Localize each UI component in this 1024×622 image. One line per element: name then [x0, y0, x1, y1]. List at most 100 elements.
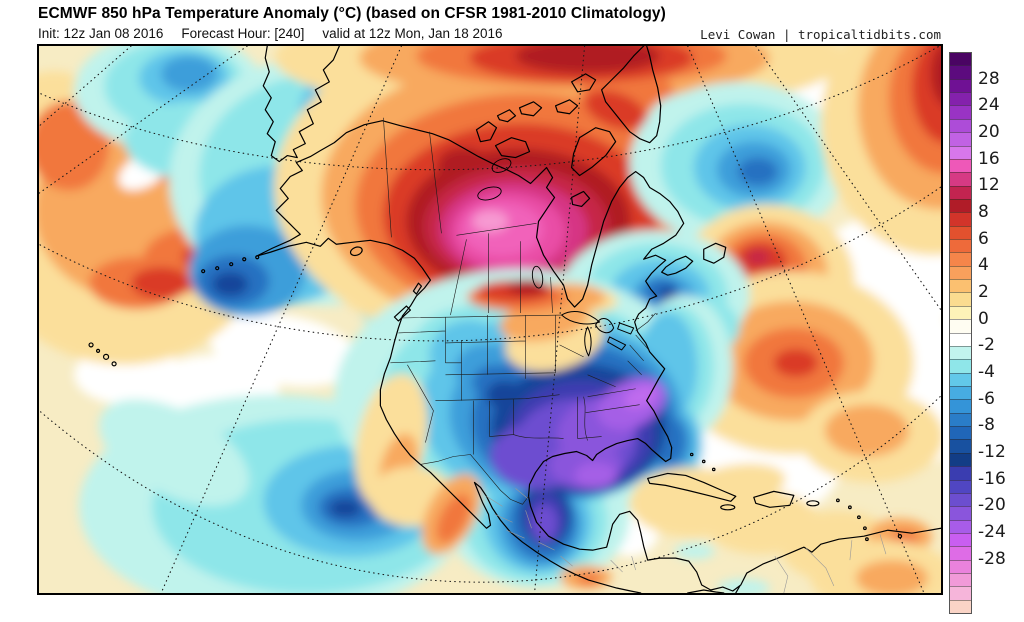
colorbar-tick: 2: [978, 282, 989, 302]
colorbar-tick: -16: [978, 468, 1006, 489]
cold-anomaly-north-atlantic: [629, 81, 846, 246]
coastline-nova-scotia: [661, 255, 694, 276]
colorbar-ticks: 28 24 20 16 12 8 6 4 2 0 -2 -4 -6 -8 -12 -16 -20 -24 -28: [978, 52, 1022, 612]
coastline-kodiak: [349, 246, 363, 257]
colorbar-tick: -24: [978, 522, 1006, 542]
init-time-label: Init: 12z Jan 08 2016: [38, 26, 164, 41]
colorbar-segment: [950, 519, 971, 533]
colorbar-segment: [950, 65, 971, 79]
graticule: [39, 46, 941, 593]
colorbar-segment: [950, 506, 971, 520]
colorbar-tick: 6: [978, 228, 989, 249]
colorbar-tick: -6: [978, 388, 995, 409]
coastline-hispaniola: [753, 490, 795, 508]
coastline-chukotka: [262, 46, 340, 163]
coastline-aleutians: [201, 255, 260, 274]
colorbar-tick: 28: [978, 68, 1000, 89]
colorbar-segment: [950, 586, 971, 600]
warm-anomaly-northeast-edge: [820, 46, 941, 256]
colorbar-segment: [950, 252, 971, 266]
colorbar-tick: -28: [978, 548, 1006, 569]
colorbar-segment: [950, 185, 971, 199]
anomaly-shading: [39, 46, 941, 593]
border-us-canada: [400, 312, 656, 332]
coastline-newfoundland: [703, 242, 727, 264]
page-title: ECMWF 850 hPa Temperature Anomaly (°C) (…: [38, 5, 666, 22]
colorbar-tick: -4: [978, 362, 995, 382]
colorbar-segment: [950, 78, 971, 93]
borders-mexico-south-america: [486, 488, 887, 593]
colorbar-segment: [950, 439, 971, 453]
colorbar-segment: [950, 292, 971, 306]
coastline-parry-islands: [496, 101, 543, 123]
colorbar-segment: [950, 372, 971, 386]
map-canvas: [39, 46, 941, 593]
colorbar-segment: [950, 105, 971, 119]
colorbar-tick: 24: [978, 95, 1000, 116]
coastline-haida-gwaii: [412, 282, 423, 295]
colorbar-segment: [950, 198, 971, 213]
colorbar-segment: [950, 492, 971, 507]
colorbar-segment: [950, 532, 971, 547]
coastline-north-america: [255, 120, 941, 593]
colorbar-segment: [950, 359, 971, 373]
warm-anomaly-california-baja: [355, 373, 482, 555]
colorbar-tick: 4: [978, 255, 989, 276]
forecast-hour-label: Forecast Hour: [240]: [181, 26, 305, 41]
colorbar-segment: [950, 399, 971, 413]
colorbar-segment: [950, 132, 971, 146]
colorbar-segment: [950, 305, 971, 320]
coastline-jamaica: [720, 504, 736, 511]
colorbar-segment: [950, 172, 971, 186]
colorbar-segment: [950, 239, 971, 253]
warm-anomaly-caribbean: [559, 463, 941, 593]
colorbar-segment: [950, 265, 971, 280]
colorbar-tick: 20: [978, 122, 1000, 142]
colorbar-segment: [950, 599, 971, 614]
coastline-baffin-island: [570, 127, 617, 177]
colorbar-segment: [950, 53, 971, 66]
colorbar-tick: 8: [978, 202, 989, 222]
coastline-victoria-island: [494, 137, 531, 159]
colorbar-scale: [949, 52, 972, 614]
valid-time-label: valid at 12z Mon, Jan 18 2016: [322, 26, 503, 41]
coastlines: [88, 46, 941, 593]
state-borders: [383, 117, 656, 505]
colorbar-segment: [950, 332, 971, 346]
border-canada-provinces: [383, 117, 553, 316]
anomaly-map: [37, 44, 943, 595]
coastline-hawaii: [88, 342, 117, 367]
colorbar-segment: [950, 559, 971, 574]
colorbar-segment: [950, 412, 971, 427]
coastline-puerto-rico: [806, 500, 820, 507]
colorbar-tick: -20: [978, 495, 1006, 516]
coastline-devon-island: [554, 99, 579, 115]
coastline-cuba: [647, 472, 737, 502]
colorbar-tick: -12: [978, 442, 1006, 462]
colorbar-segment: [950, 225, 971, 240]
colorbar-segment: [950, 452, 971, 467]
canada-lakes: [477, 158, 544, 289]
colorbar-segment: [950, 279, 971, 293]
colorbar-segment: [950, 158, 971, 173]
coastline-ellesmere: [570, 73, 597, 93]
colorbar-segment: [950, 212, 971, 226]
coastline-vancouver-island: [393, 305, 412, 322]
colorbar-segment: [950, 385, 971, 400]
colorbar-segment: [950, 466, 971, 480]
colorbar-segment: [950, 426, 971, 440]
colorbar-tick: -8: [978, 415, 995, 436]
coastline-panama-pacific: [687, 585, 741, 593]
colorbar-segment: [950, 345, 971, 360]
colorbar-segment: [950, 92, 971, 106]
colorbar-segment: [950, 118, 971, 133]
colorbar-segment: [950, 546, 971, 560]
cold-anomaly-united-states: [334, 269, 733, 589]
border-us-mexico: [420, 454, 529, 505]
colorbar-segment: [950, 479, 971, 493]
coastline-antilles: [689, 452, 903, 542]
colorbar-tick: 12: [978, 175, 1000, 196]
colorbar-tick: 0: [978, 308, 989, 329]
colorbar-tick: 16: [978, 148, 1000, 169]
coastline-greenland: [601, 46, 662, 144]
